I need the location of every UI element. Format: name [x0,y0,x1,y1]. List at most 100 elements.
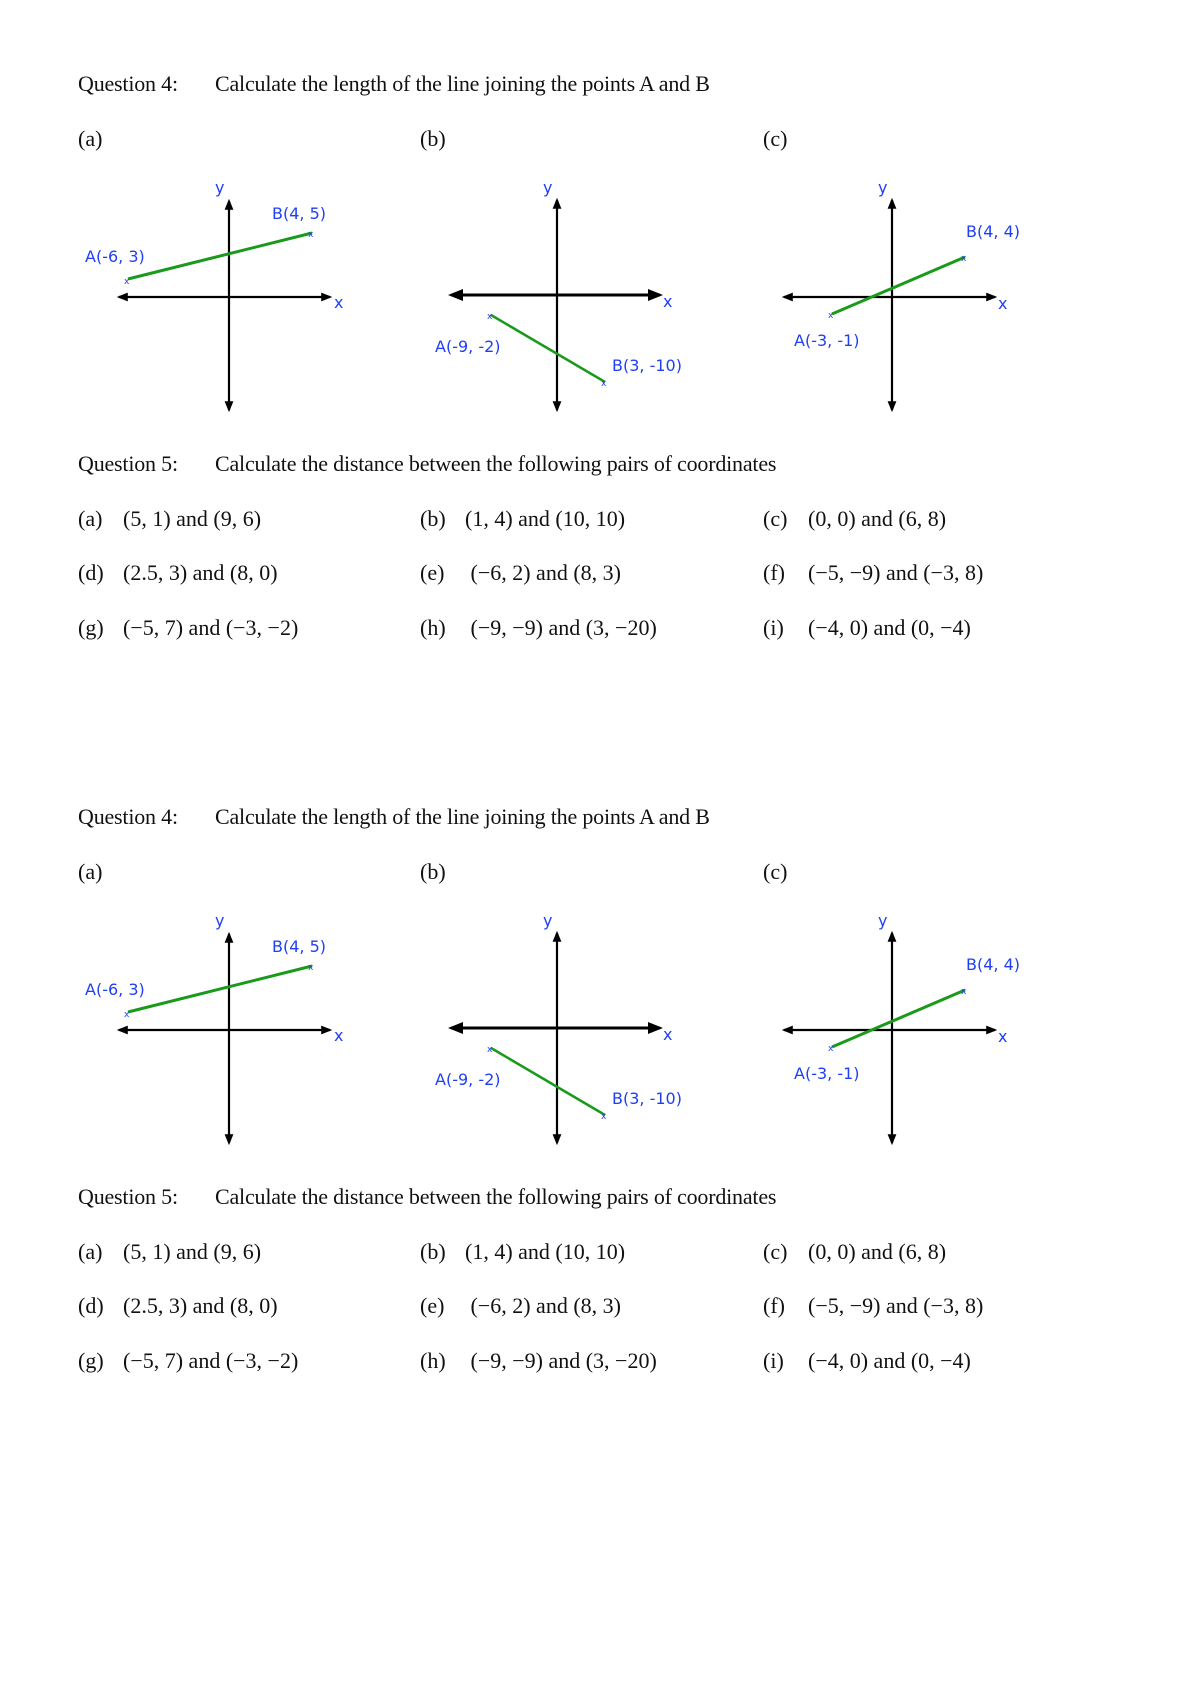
question-number: Question 4: [78,71,178,96]
point-a-label: A(-3, -1) [794,1064,860,1083]
y-axis-label: y [215,178,224,197]
point-b-label: B(3, -10) [612,1089,682,1108]
item-text: (1, 4) and (10, 10) [465,1239,626,1264]
point-a-label: A(-9, -2) [435,337,501,356]
distance-item-b: (b) (1, 4) and (10, 10) [420,1241,625,1263]
point-a-marker: x [828,311,834,321]
graph-b: y x x x A(-9, -2) B(3, -10) [435,911,682,1146]
item-text: (−5, 7) and (−3, −2) [123,615,299,640]
graph-c: y x x x A(-3, -1) B(4, 4) [781,911,1020,1146]
x-axis-label: x [334,1026,343,1045]
part-label-a: (a) [78,126,103,151]
item-tag: (i) [763,615,784,640]
segment-ab [831,988,966,1049]
point-b-marker: x [601,379,607,389]
graph-a: y x x x A(-6, 3) B(4, 5) [85,911,343,1146]
point-b-marker: x [961,987,967,997]
part-label-c: (c) [763,859,788,884]
y-axis-label: y [543,178,552,197]
question-text: Calculate the length of the line joining… [215,71,710,96]
distance-item-e: (e) (−6, 2) and (8, 3) [420,1295,621,1317]
point-b-label: B(3, -10) [612,356,682,375]
item-tag: (c) [763,506,788,531]
worksheet-section-2: Question 4: Calculate the length of the l… [0,733,1200,1466]
distance-item-c: (c) (0, 0) and (6, 8) [763,508,946,530]
item-tag: (b) [420,1239,446,1264]
item-tag: (g) [78,615,104,640]
y-axis-label: y [543,911,552,930]
item-tag: (g) [78,1348,104,1373]
item-text: (2.5, 3) and (8, 0) [123,560,278,585]
point-a-label: A(-9, -2) [435,1070,501,1089]
point-b-label: B(4, 5) [272,937,326,956]
part-label-c: (c) [763,126,788,151]
distance-item-e: (e) (−6, 2) and (8, 3) [420,562,621,584]
segment-ab [490,1046,606,1117]
coordinate-graphs: y x x x A(-6, 3) B(4, 5) y x x x A(-9, -… [85,178,1020,413]
item-text: (−6, 2) and (8, 3) [465,1293,621,1318]
item-tag: (i) [763,1348,784,1373]
item-text: (1, 4) and (10, 10) [465,506,626,531]
distance-item-d: (d) (2.5, 3) and (8, 0) [78,1295,278,1317]
item-text: (5, 1) and (9, 6) [123,1239,262,1264]
question-text: Calculate the length of the line joining… [215,804,710,829]
point-b-label: B(4, 4) [966,955,1020,974]
item-tag: (b) [420,506,446,531]
question-5-heading: Question 5: Calculate the distance betwee… [78,453,776,475]
item-text: (−5, −9) and (−3, 8) [808,1293,984,1318]
point-a-marker: x [124,277,130,287]
item-text: (0, 0) and (6, 8) [808,1239,947,1264]
question-4-heading: Question 4: Calculate the length of the l… [78,806,710,828]
item-text: (0, 0) and (6, 8) [808,506,947,531]
point-a-marker: x [487,1045,493,1055]
worksheet-section-1: Question 4: Calculate the length of the l… [0,0,1200,733]
point-b-label: B(4, 5) [272,204,326,223]
item-tag: (h) [420,615,446,640]
x-axis-label: x [334,293,343,312]
question-text: Calculate the distance between the follo… [215,1184,777,1209]
x-axis-label: x [998,294,1007,313]
segment-ab [831,255,966,316]
distance-item-h: (h) (−9, −9) and (3, −20) [420,617,657,639]
item-text: (−9, −9) and (3, −20) [465,615,657,640]
distance-item-a: (a) (5, 1) and (9, 6) [78,508,261,530]
graph-a: y x x x A(-6, 3) B(4, 5) [85,178,343,413]
point-a-marker: x [487,312,493,322]
item-text: (−5, −9) and (−3, 8) [808,560,984,585]
distance-item-g: (g) (−5, 7) and (−3, −2) [78,617,298,639]
point-a-label: A(-6, 3) [85,980,145,999]
x-axis-label: x [663,1025,672,1044]
distance-item-d: (d) (2.5, 3) and (8, 0) [78,562,278,584]
item-tag: (h) [420,1348,446,1373]
question-number: Question 5: [78,451,178,476]
item-text: (−9, −9) and (3, −20) [465,1348,657,1373]
point-b-marker: x [601,1112,607,1122]
point-a-label: A(-3, -1) [794,331,860,350]
distance-item-h: (h) (−9, −9) and (3, −20) [420,1350,657,1372]
point-a-marker: x [124,1010,130,1020]
distance-item-c: (c) (0, 0) and (6, 8) [763,1241,946,1263]
item-text: (−5, 7) and (−3, −2) [123,1348,299,1373]
part-label-b: (b) [420,859,446,884]
question-number: Question 5: [78,1184,178,1209]
distance-item-f: (f) (−5, −9) and (−3, 8) [763,1295,983,1317]
item-tag: (f) [763,560,785,585]
part-label-b: (b) [420,126,446,151]
coordinate-graphs: y x x x A(-6, 3) B(4, 5) y x x x A(-9, -… [85,911,1020,1146]
x-axis-label: x [663,292,672,311]
distance-item-b: (b) (1, 4) and (10, 10) [420,508,625,530]
graph-b: y x x x A(-9, -2) B(3, -10) [435,178,682,413]
point-a-marker: x [828,1044,834,1054]
item-tag: (e) [420,560,445,585]
item-tag: (d) [78,560,104,585]
distance-item-i: (i) (−4, 0) and (0, −4) [763,1350,971,1372]
distance-item-f: (f) (−5, −9) and (−3, 8) [763,562,983,584]
item-text: (2.5, 3) and (8, 0) [123,1293,278,1318]
item-text: (5, 1) and (9, 6) [123,506,262,531]
point-a-label: A(-6, 3) [85,247,145,266]
question-number: Question 4: [78,804,178,829]
item-tag: (c) [763,1239,788,1264]
item-tag: (a) [78,1239,103,1264]
point-b-marker: x [308,230,314,240]
point-b-label: B(4, 4) [966,222,1020,241]
